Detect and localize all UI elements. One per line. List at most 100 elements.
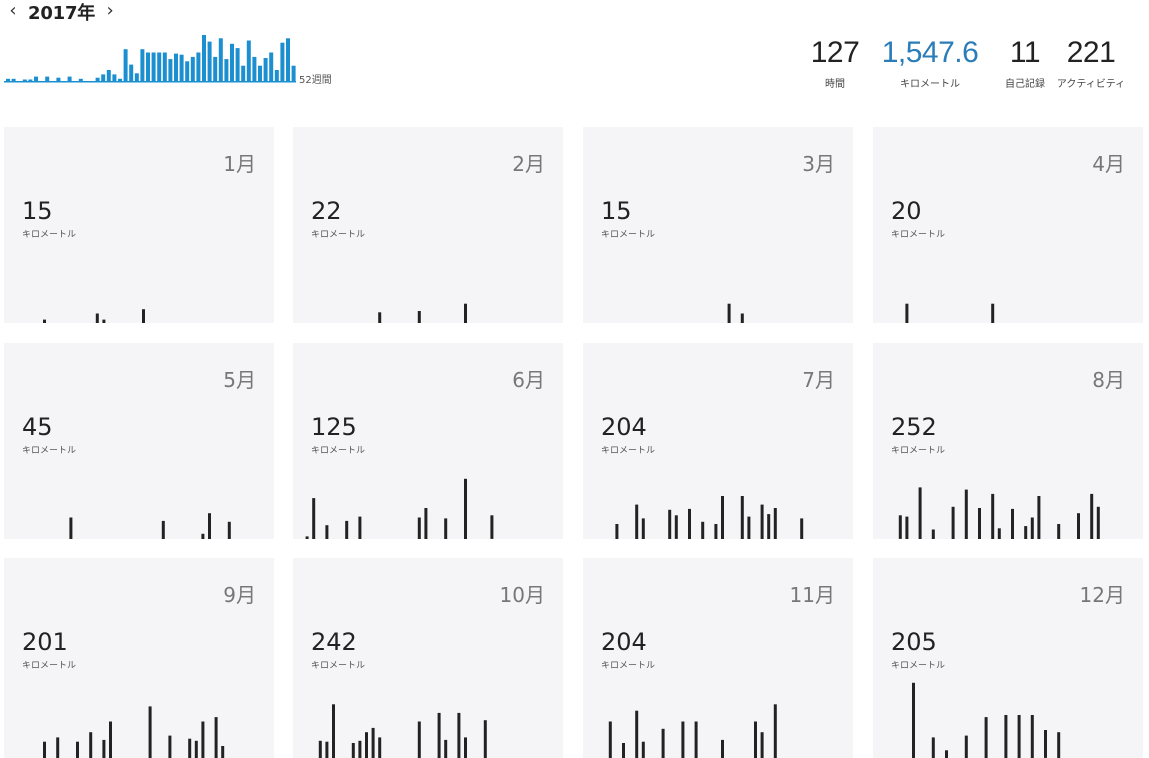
month-distance-value: 252 [891,413,937,441]
month-label: 7月 [802,368,835,392]
daily-bar [378,737,382,758]
daily-bar [898,515,902,539]
weekly-bar [218,38,223,81]
daily-bar [1057,732,1061,758]
month-card[interactable]: 10月 242 キロメートル [293,558,563,758]
daily-bar [964,489,968,539]
stat-distance-label: キロメートル [900,79,960,90]
daily-bar [332,704,335,758]
daily-bar [43,741,46,758]
weekly-bar [213,56,218,81]
month-card[interactable]: 1月 15 キロメートル [4,127,274,323]
weekly-baseline [4,81,296,83]
daily-bar [997,528,1001,539]
month-distance-value: 201 [22,628,68,656]
month-distance-unit: キロメートル [601,661,656,671]
weekly-bar [6,78,10,81]
daily-bar [464,303,467,323]
month-distance-unit: キロメートル [311,446,366,456]
daily-bar [464,737,467,758]
weekly-bar [101,74,106,81]
month-daily-chart [898,487,1100,539]
month-card[interactable]: 9月 201 キロメートル [4,558,274,758]
daily-bar [1044,730,1047,758]
daily-bar [1004,715,1008,758]
daily-bar [1030,517,1034,539]
daily-bar [221,746,225,758]
weekly-bar [56,77,61,81]
month-distance-value: 15 [22,197,53,225]
month-daily-chart [905,303,995,323]
daily-bar [912,682,915,758]
daily-bar [668,509,672,539]
daily-bar [201,721,205,758]
month-distance-unit: キロメートル [22,230,77,240]
daily-bar [905,516,909,539]
weekly-bar [106,70,111,81]
month-card[interactable]: 4月 20 キロメートル [873,127,1143,323]
month-card[interactable]: 6月 125 キロメートル [293,343,563,539]
daily-bar [608,721,612,758]
daily-bar [701,521,705,539]
weekly-bar [157,52,162,81]
month-distance-value: 22 [311,197,342,225]
daily-bar [754,721,757,758]
daily-bar [951,506,955,539]
daily-bar [69,517,73,539]
daily-bar [760,504,764,539]
daily-bar [76,741,79,758]
daily-bar [437,712,441,758]
daily-bar [740,313,744,323]
year-label: 2017年 [28,3,96,24]
weekly-bar [258,65,262,81]
chevron-right-icon[interactable]: › [106,0,114,21]
weekly-bar [162,52,167,81]
month-label: 4月 [1092,152,1125,176]
month-card[interactable]: 12月 205 キロメートル [873,558,1143,758]
daily-bar [483,720,487,758]
month-card[interactable]: 5月 45 キロメートル [4,343,274,539]
weekly-bar [263,58,268,81]
daily-bar [89,732,93,758]
month-label: 12月 [1079,583,1125,607]
daily-bar [1037,496,1041,539]
month-daily-chart [43,706,225,758]
month-daily-chart [318,704,487,758]
daily-bar [378,312,382,323]
weekly-bar [274,70,279,81]
month-label: 10月 [499,583,545,607]
year-stats: 127 時間 1,547.6 キロメートル 11 自己記録 221 アクティビテ… [805,36,1127,90]
stat-records: 11 自己記録 [995,36,1055,90]
weekly-chart-svg [4,35,296,83]
weekly-bar [118,78,122,81]
month-card[interactable]: 7月 204 キロメートル [583,343,853,539]
month-card[interactable]: 3月 15 キロメートル [583,127,853,323]
weekly-bar [129,64,134,81]
daily-bar [661,728,665,758]
month-daily-chart [615,496,804,539]
daily-bar [1017,715,1021,758]
month-card[interactable]: 8月 252 キロメートル [873,343,1143,539]
month-daily-chart [912,682,1061,758]
month-distance-value: 15 [601,197,632,225]
weekly-bar [280,42,285,81]
daily-bar [371,727,375,758]
month-distance-unit: キロメートル [601,230,656,240]
daily-bar [635,504,639,539]
chevron-left-icon[interactable]: ‹ [9,0,17,21]
weekly-bar [67,76,72,81]
daily-bar [312,498,316,539]
month-distance-unit: キロメートル [601,446,656,456]
daily-bar [767,514,771,539]
month-distance-value: 125 [311,413,357,441]
weekly-bar [196,52,201,81]
daily-bar [641,741,645,758]
month-card[interactable]: 2月 22 キロメートル [293,127,563,323]
weekly-bar [34,76,38,81]
month-card[interactable]: 11月 204 キロメートル [583,558,853,758]
daily-bar [444,518,448,539]
weekly-bar [246,40,251,81]
daily-bar [345,520,349,539]
month-distance-value: 204 [601,628,647,656]
stat-activities-label: アクティビティ [1056,79,1126,90]
